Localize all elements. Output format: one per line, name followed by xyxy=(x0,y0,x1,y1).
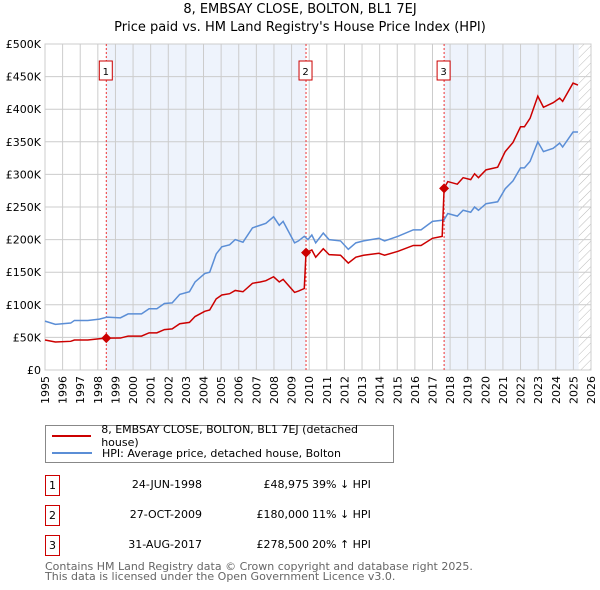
y-tick-label: £450K xyxy=(6,71,42,84)
footer-copyright: Contains HM Land Registry data © Crown c… xyxy=(45,560,473,573)
x-tick-label: 2006 xyxy=(233,376,246,404)
x-tick-label: 2008 xyxy=(268,376,281,404)
sale-number: 1 xyxy=(103,67,109,78)
x-tick-label: 1999 xyxy=(109,376,122,404)
hpi-line-swatch xyxy=(52,452,92,454)
x-tick-label: 2017 xyxy=(426,376,439,404)
footer-licence: This data is licensed under the Open Gov… xyxy=(45,570,396,583)
x-tick-label: 2026 xyxy=(585,376,598,404)
hpi-line xyxy=(44,131,578,326)
sale-point xyxy=(439,183,450,194)
sale-date: 24-JUN-1998 xyxy=(131,478,202,491)
x-tick-label: 2001 xyxy=(145,376,158,404)
sale-number-box xyxy=(98,60,113,81)
sale-point xyxy=(301,247,312,258)
x-tick-label: 2009 xyxy=(286,376,299,404)
x-tick-label: 2018 xyxy=(444,376,457,404)
sale-number: 3 xyxy=(440,67,446,78)
sale-point xyxy=(101,333,112,344)
sale-row: 3 31-AUG-2017 £278,500 20% ↑ HPI xyxy=(45,535,445,556)
y-tick-label: £300K xyxy=(6,168,42,181)
x-tick-label: 2022 xyxy=(515,376,528,404)
x-tick-label: 1998 xyxy=(92,376,105,404)
x-tick-label: 2020 xyxy=(479,376,492,404)
y-tick-label: £500K xyxy=(6,38,42,51)
sale-number-box xyxy=(298,60,313,81)
x-tick-label: 2015 xyxy=(391,376,404,404)
sale-hpi-diff: 20% ↑ HPI xyxy=(312,538,371,551)
property-price-line xyxy=(44,82,579,343)
property-line-swatch xyxy=(52,435,92,437)
legend-property: 8, EMBSAY CLOSE, BOLTON, BL1 7EJ (detach… xyxy=(101,423,359,449)
price-chart: 1995 1996 1997 1998 1999 2000 2001 2002 2003 2004… xyxy=(6,38,598,404)
sale-price: £180,000 xyxy=(256,508,310,521)
sale-hpi-diff: 39% ↓ HPI xyxy=(312,478,371,491)
x-tick-label: 2005 xyxy=(215,376,228,404)
sale-number: 2 xyxy=(302,67,308,78)
sale-price: £278,500 xyxy=(256,538,310,551)
x-tick-label: 2010 xyxy=(303,376,316,404)
y-tick-label: £100K xyxy=(6,299,42,312)
x-tick-label: 2004 xyxy=(198,376,211,404)
sale-number-badge: 2 xyxy=(45,505,60,526)
x-tick-label: 2023 xyxy=(532,376,545,404)
x-tick-label: 1997 xyxy=(74,376,87,404)
x-tick-label: 2007 xyxy=(250,376,263,404)
sale-price: £48,975 xyxy=(263,478,310,491)
sale-row: 2 27-OCT-2009 £180,000 11% ↓ HPI xyxy=(45,505,445,526)
sale-date: 27-OCT-2009 xyxy=(129,508,202,521)
y-tick-label: £150K xyxy=(6,266,42,279)
x-tick-label: 2000 xyxy=(127,376,140,404)
x-tick-label: 2024 xyxy=(550,376,563,404)
x-tick-label: 2021 xyxy=(497,376,510,404)
sale-row: 1 24-JUN-1998 £48,975 39% ↓ HPI xyxy=(45,475,445,496)
sale-number-badge: 3 xyxy=(45,535,60,556)
y-tick-label: £350K xyxy=(6,136,42,149)
x-tick-label: 2013 xyxy=(356,376,369,404)
chart-subtitle: Price paid vs. HM Land Registry's House … xyxy=(114,20,486,35)
sale-number-box xyxy=(436,60,451,81)
x-tick-label: 2003 xyxy=(180,376,193,404)
x-tick-label: 2016 xyxy=(409,376,422,404)
chart-title: 8, EMBSAY CLOSE, BOLTON, BL1 7EJ xyxy=(183,2,417,17)
x-tick-label: 2011 xyxy=(321,376,334,404)
x-tick-label: 2025 xyxy=(567,376,580,404)
y-tick-label: £250K xyxy=(6,201,42,214)
sale-number-badge: 1 xyxy=(45,475,60,496)
x-tick-label: 2012 xyxy=(338,376,351,404)
x-tick-label: 2019 xyxy=(462,376,475,404)
y-tick-label: £0 xyxy=(27,364,41,377)
plot-border xyxy=(44,43,592,371)
x-tick-label: 2014 xyxy=(374,376,387,404)
sale-hpi-diff: 11% ↓ HPI xyxy=(312,508,371,521)
y-tick-label: £200K xyxy=(6,234,42,247)
x-tick-label: 1995 xyxy=(39,376,52,404)
y-tick-label: £50K xyxy=(13,331,42,344)
y-tick-label: £400K xyxy=(6,103,42,116)
sale-date: 31-AUG-2017 xyxy=(128,538,202,551)
x-tick-label: 1996 xyxy=(57,376,70,404)
chart-legend: 8, EMBSAY CLOSE, BOLTON, BL1 7EJ (detach… xyxy=(45,423,394,463)
x-tick-label: 2002 xyxy=(162,376,175,404)
legend-hpi: HPI: Average price, detached house, Bolt… xyxy=(102,446,341,460)
